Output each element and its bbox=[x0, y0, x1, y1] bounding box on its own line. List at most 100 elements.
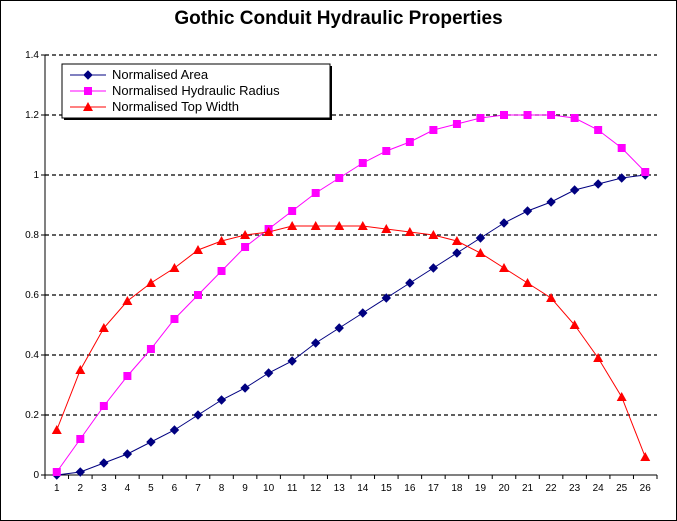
data-point bbox=[52, 468, 61, 476]
x-tick-label: 7 bbox=[195, 483, 201, 494]
data-point bbox=[310, 221, 321, 230]
data-point bbox=[146, 437, 156, 447]
y-tick-label: 1.2 bbox=[25, 110, 39, 121]
data-point bbox=[76, 435, 85, 443]
data-point bbox=[288, 207, 297, 215]
data-point bbox=[83, 70, 93, 80]
y-tick-label: 1.4 bbox=[25, 50, 39, 61]
data-point bbox=[287, 221, 298, 230]
data-point bbox=[357, 221, 368, 230]
data-point bbox=[99, 402, 108, 410]
data-point bbox=[522, 206, 533, 216]
series-layer bbox=[51, 111, 651, 480]
x-tick-label: 26 bbox=[640, 483, 652, 494]
data-point bbox=[99, 458, 109, 468]
data-point bbox=[193, 410, 203, 420]
series-line bbox=[56, 114, 646, 473]
x-tick-label: 10 bbox=[263, 483, 275, 494]
data-point bbox=[75, 365, 86, 374]
data-point bbox=[475, 248, 486, 257]
y-tick-label: 0.8 bbox=[25, 230, 39, 241]
data-point bbox=[146, 345, 155, 353]
y-tick-label: 1 bbox=[33, 170, 39, 181]
data-point bbox=[476, 114, 485, 122]
data-point bbox=[98, 323, 109, 332]
data-point bbox=[428, 263, 439, 273]
x-tick-label: 23 bbox=[569, 483, 581, 494]
x-tick-label: 13 bbox=[334, 483, 346, 494]
series-line bbox=[56, 174, 646, 476]
data-point bbox=[241, 243, 250, 251]
data-point bbox=[429, 126, 438, 134]
data-point bbox=[382, 147, 391, 155]
series-triangle bbox=[51, 221, 651, 461]
data-point bbox=[569, 320, 580, 329]
data-point bbox=[381, 224, 392, 233]
data-point bbox=[240, 383, 250, 393]
data-point bbox=[263, 227, 274, 236]
data-point bbox=[75, 467, 86, 477]
data-point bbox=[475, 233, 486, 243]
data-point bbox=[569, 185, 580, 195]
data-point bbox=[193, 245, 203, 254]
data-point bbox=[640, 452, 651, 461]
x-tick-label: 11 bbox=[287, 483, 298, 494]
x-tick-label: 12 bbox=[310, 483, 322, 494]
data-point bbox=[287, 356, 297, 366]
data-point bbox=[499, 263, 509, 272]
data-point bbox=[358, 159, 367, 167]
data-point bbox=[593, 179, 603, 189]
legend-box bbox=[61, 63, 331, 119]
data-point bbox=[122, 296, 133, 305]
data-point bbox=[594, 126, 603, 134]
data-point bbox=[570, 114, 579, 122]
x-tick-label: 15 bbox=[381, 483, 393, 494]
x-tick-label: 1 bbox=[54, 483, 60, 494]
data-point bbox=[405, 278, 415, 288]
data-point bbox=[405, 138, 414, 146]
data-point bbox=[547, 111, 556, 119]
data-point bbox=[546, 293, 557, 302]
data-point bbox=[83, 102, 93, 111]
data-point bbox=[358, 308, 368, 318]
x-tick-label: 19 bbox=[475, 483, 487, 494]
x-tick-label: 5 bbox=[148, 483, 154, 494]
data-point bbox=[452, 120, 461, 128]
data-point bbox=[451, 236, 462, 245]
data-point bbox=[216, 236, 227, 245]
legend-label: Normalised Area bbox=[112, 67, 209, 82]
data-point bbox=[452, 248, 462, 258]
data-point bbox=[311, 189, 320, 197]
data-point bbox=[51, 425, 62, 434]
data-point bbox=[522, 278, 533, 287]
data-point bbox=[617, 144, 626, 152]
data-point bbox=[404, 227, 415, 236]
data-point bbox=[240, 230, 251, 239]
axis-layer: 00.20.40.60.811.21.41 2 3 4 5 6 7 8 9 10 11 12 13 14 1… bbox=[25, 50, 658, 494]
x-tick-label: 3 bbox=[101, 483, 107, 494]
x-tick-label: 21 bbox=[522, 483, 534, 494]
data-point bbox=[263, 368, 274, 378]
series-diamond bbox=[52, 170, 650, 480]
y-tick-label: 0 bbox=[33, 470, 39, 481]
data-point bbox=[123, 372, 132, 380]
data-point bbox=[546, 197, 556, 207]
x-tick-label: 2 bbox=[78, 483, 84, 494]
series-square bbox=[52, 111, 650, 476]
chart-title: Gothic Conduit Hydraulic Properties bbox=[174, 8, 503, 29]
x-tick-label: 16 bbox=[404, 483, 416, 494]
x-tick-label: 9 bbox=[242, 483, 248, 494]
data-point bbox=[334, 221, 345, 230]
x-tick-label: 8 bbox=[219, 483, 225, 494]
y-tick-label: 0.6 bbox=[25, 290, 39, 301]
data-point bbox=[500, 111, 508, 119]
data-point bbox=[169, 425, 180, 435]
y-tick-label: 0.4 bbox=[25, 350, 39, 361]
data-point bbox=[170, 315, 179, 323]
x-tick-label: 14 bbox=[357, 483, 369, 494]
x-tick-label: 22 bbox=[546, 483, 558, 494]
data-point bbox=[616, 392, 627, 401]
x-tick-label: 24 bbox=[593, 483, 605, 494]
